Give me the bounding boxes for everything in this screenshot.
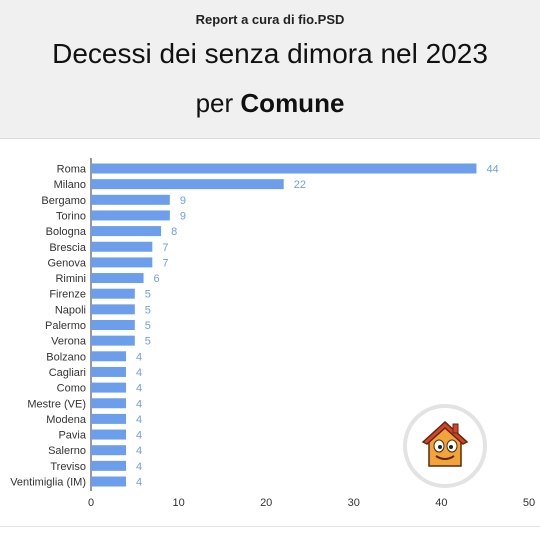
category-label: Treviso bbox=[50, 461, 86, 473]
chart-title-line1: Decessi dei senza dimora nel 2023 bbox=[52, 38, 488, 69]
bar bbox=[91, 210, 170, 221]
bar bbox=[91, 366, 127, 377]
data-label: 8 bbox=[171, 226, 177, 238]
x-tick-label: 20 bbox=[260, 497, 272, 509]
category-label: Rimini bbox=[55, 273, 86, 285]
bar bbox=[91, 382, 127, 393]
data-label: 4 bbox=[136, 445, 142, 457]
data-label: 5 bbox=[145, 320, 151, 332]
bar bbox=[91, 398, 127, 409]
bar bbox=[91, 241, 153, 252]
category-label: Modena bbox=[46, 414, 87, 426]
bar bbox=[91, 257, 153, 268]
data-label: 6 bbox=[154, 273, 160, 285]
category-label: Bergamo bbox=[41, 195, 86, 207]
bar bbox=[91, 226, 162, 237]
category-label: Genova bbox=[47, 257, 86, 269]
bar bbox=[91, 413, 127, 424]
data-label: 4 bbox=[136, 398, 142, 410]
data-label: 44 bbox=[486, 164, 498, 176]
category-label: Napoli bbox=[55, 304, 86, 316]
x-tick-label: 40 bbox=[435, 497, 447, 509]
data-label: 4 bbox=[136, 383, 142, 395]
x-tick-label: 30 bbox=[348, 497, 360, 509]
x-tick-label: 10 bbox=[172, 497, 184, 509]
data-label: 9 bbox=[180, 210, 186, 222]
bar bbox=[91, 351, 127, 362]
category-label: Bolzano bbox=[46, 351, 86, 363]
category-label: Mestre (VE) bbox=[27, 398, 86, 410]
category-label: Firenze bbox=[49, 289, 86, 301]
category-label: Pavia bbox=[58, 430, 86, 442]
bar bbox=[91, 335, 135, 346]
header: Report a cura di fio.PSD Decessi dei sen… bbox=[0, 0, 540, 139]
bar bbox=[91, 179, 284, 190]
bar bbox=[91, 429, 127, 440]
category-label: Verona bbox=[51, 336, 87, 348]
data-label: 4 bbox=[136, 461, 142, 473]
category-label: Ventimiglia (IM) bbox=[10, 477, 86, 489]
data-label: 4 bbox=[136, 351, 142, 363]
footer-divider bbox=[0, 526, 540, 527]
category-label: Palermo bbox=[45, 320, 86, 332]
category-label: Bologna bbox=[46, 226, 87, 238]
data-label: 5 bbox=[145, 289, 151, 301]
category-label: Salerno bbox=[48, 445, 86, 457]
bar bbox=[91, 476, 127, 487]
bar bbox=[91, 163, 477, 174]
bar bbox=[91, 320, 135, 330]
x-tick-label: 50 bbox=[523, 497, 535, 509]
x-tick-label: 0 bbox=[88, 497, 94, 509]
data-label: 4 bbox=[136, 477, 142, 489]
category-label: Torino bbox=[56, 210, 86, 222]
chart-title-line2: per Comune bbox=[0, 88, 540, 119]
chart-title-prefix: per bbox=[195, 88, 241, 118]
data-label: 22 bbox=[294, 179, 306, 191]
category-label: Milano bbox=[54, 179, 86, 191]
category-label: Como bbox=[57, 383, 86, 395]
data-label: 7 bbox=[162, 257, 168, 269]
data-label: 4 bbox=[136, 430, 142, 442]
data-label: 5 bbox=[145, 336, 151, 348]
category-label: Cagliari bbox=[49, 367, 86, 379]
bar bbox=[91, 304, 135, 315]
chart-title-bold: Comune bbox=[240, 88, 345, 118]
bar bbox=[91, 273, 144, 284]
category-label: Roma bbox=[57, 164, 87, 176]
category-label: Brescia bbox=[49, 242, 87, 254]
data-label: 5 bbox=[145, 304, 151, 316]
bar bbox=[91, 288, 135, 299]
report-credit: Report a cura di fio.PSD bbox=[195, 12, 345, 27]
bar bbox=[91, 194, 170, 205]
data-label: 9 bbox=[180, 195, 186, 207]
bar bbox=[91, 460, 127, 471]
bar bbox=[91, 445, 127, 456]
house-face-icon bbox=[403, 404, 487, 488]
data-label: 4 bbox=[136, 414, 142, 426]
data-label: 4 bbox=[136, 367, 142, 379]
data-label: 7 bbox=[162, 242, 168, 254]
